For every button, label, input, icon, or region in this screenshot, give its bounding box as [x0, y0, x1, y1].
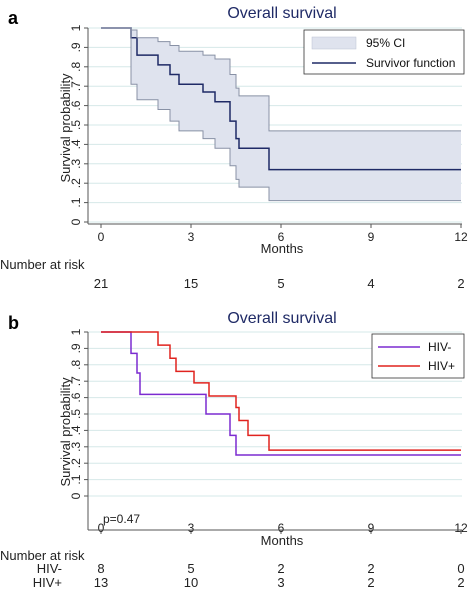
- y-tick-label: .3: [69, 441, 83, 451]
- y-tick-label: .8: [69, 61, 83, 71]
- y-tick-label: .1: [69, 474, 83, 484]
- y-tick-label: 1: [69, 24, 83, 31]
- x-tick-label: 12: [454, 230, 468, 244]
- panel-b-risk-title: Number at risk: [0, 548, 85, 563]
- panel-b-title: Overall survival: [227, 310, 336, 327]
- x-tick-label: 6: [278, 521, 285, 535]
- y-tick-label: .2: [69, 178, 83, 188]
- panel-a-x-ticks: 0 3 6 9 12: [98, 224, 468, 244]
- panel-a: a Overall survival Survival probability …: [0, 5, 468, 291]
- risk-count: 8: [97, 561, 104, 576]
- risk-count: 15: [184, 276, 198, 291]
- x-tick-label: 9: [368, 521, 375, 535]
- y-tick-label: .4: [69, 425, 83, 435]
- panel-b-legend-label-hiv-pos: HIV+: [428, 359, 455, 373]
- y-tick-label: .7: [69, 376, 83, 386]
- panel-a-risk-title: Number at risk: [0, 257, 85, 272]
- risk-count: 2: [457, 276, 464, 291]
- risk-count: 5: [187, 561, 194, 576]
- panel-a-ci-band: [101, 28, 461, 201]
- y-tick-label: .5: [69, 120, 83, 130]
- panel-b-risk-row-hiv-neg: HIV- 8 5 2 2 0: [37, 561, 465, 576]
- y-tick-label: .6: [69, 100, 83, 110]
- series-line-hivneg: [101, 331, 461, 456]
- panel-b-y-ticks: 0 .1 .2 .3 .4 .5 .6 .7 .8 .9 1: [69, 328, 88, 499]
- y-tick-label: .6: [69, 392, 83, 402]
- x-tick-label: 3: [188, 521, 195, 535]
- panel-b-risk-row-hiv-pos: HIV+ 13 10 3 2 2: [33, 575, 465, 590]
- panel-a-ylabel: Survival probability: [58, 73, 73, 183]
- risk-count: 10: [184, 575, 198, 590]
- risk-count: 2: [277, 561, 284, 576]
- y-tick-label: 0: [69, 492, 83, 499]
- series-line-survivor-function: [101, 27, 461, 171]
- y-tick-label: 1: [69, 328, 83, 335]
- panel-b-x-ticks: 0 3 6 9 12: [98, 521, 468, 535]
- panel-a-legend-label-survivor: Survivor function: [366, 56, 455, 70]
- y-tick-label: .8: [69, 359, 83, 369]
- x-tick-label: 9: [368, 230, 375, 244]
- series-line-95-ci-lower: [101, 27, 461, 202]
- y-tick-label: .2: [69, 458, 83, 468]
- risk-count: 5: [277, 276, 284, 291]
- panel-a-legend-swatch-ci: [311, 36, 357, 50]
- panel-a-label: a: [8, 8, 19, 28]
- panel-a-legend-label-ci: 95% CI: [366, 36, 405, 50]
- x-tick-label: 0: [98, 521, 105, 535]
- y-tick-label: .1: [69, 197, 83, 207]
- panel-b-xlabel: Months: [261, 533, 304, 548]
- risk-row-label: HIV+: [33, 575, 62, 590]
- y-tick-label: .4: [69, 139, 83, 149]
- panel-b-legend-label-hiv-neg: HIV-: [428, 340, 451, 354]
- panel-b-legend: HIV- HIV+: [371, 333, 465, 379]
- risk-count: 2: [367, 561, 374, 576]
- y-tick-label: 0: [69, 218, 83, 225]
- x-tick-label: 12: [454, 521, 468, 535]
- panel-b-series: [101, 331, 461, 456]
- y-tick-label: .3: [69, 158, 83, 168]
- panel-a-y-ticks: 0 .1 .2 .3 .4 .5 .6 .7 .8 .9 1: [69, 24, 88, 225]
- panel-a-risk-row: 21 15 5 4 2: [94, 276, 465, 291]
- risk-count: 3: [277, 575, 284, 590]
- panel-b-legend-box: [371, 333, 465, 379]
- risk-count: 0: [457, 561, 464, 576]
- y-tick-label: .7: [69, 81, 83, 91]
- series-line-hivpos: [101, 331, 461, 451]
- panel-a-series: [101, 27, 461, 202]
- x-tick-label: 6: [278, 230, 285, 244]
- panel-a-legend: 95% CI Survivor function: [303, 29, 465, 75]
- p-value-annotation: p=0.47: [103, 512, 140, 526]
- risk-row-label: HIV-: [37, 561, 62, 576]
- y-tick-label: .9: [69, 343, 83, 353]
- series-line-95-ci-upper: [101, 27, 461, 132]
- panel-b-label: b: [8, 313, 19, 333]
- panel-b: b Overall survival Survival probability …: [0, 310, 468, 590]
- risk-count: 2: [367, 575, 374, 590]
- x-tick-label: 0: [98, 230, 105, 244]
- risk-count: 2: [457, 575, 464, 590]
- y-tick-label: .5: [69, 409, 83, 419]
- risk-count: 13: [94, 575, 108, 590]
- x-tick-label: 3: [188, 230, 195, 244]
- panel-b-gridlines: [88, 331, 462, 497]
- risk-count: 4: [367, 276, 374, 291]
- y-tick-label: .9: [69, 42, 83, 52]
- risk-count: 21: [94, 276, 108, 291]
- panel-b-ylabel: Survival probability: [58, 377, 73, 487]
- panel-a-title: Overall survival: [227, 5, 336, 22]
- panel-a-xlabel: Months: [261, 241, 304, 256]
